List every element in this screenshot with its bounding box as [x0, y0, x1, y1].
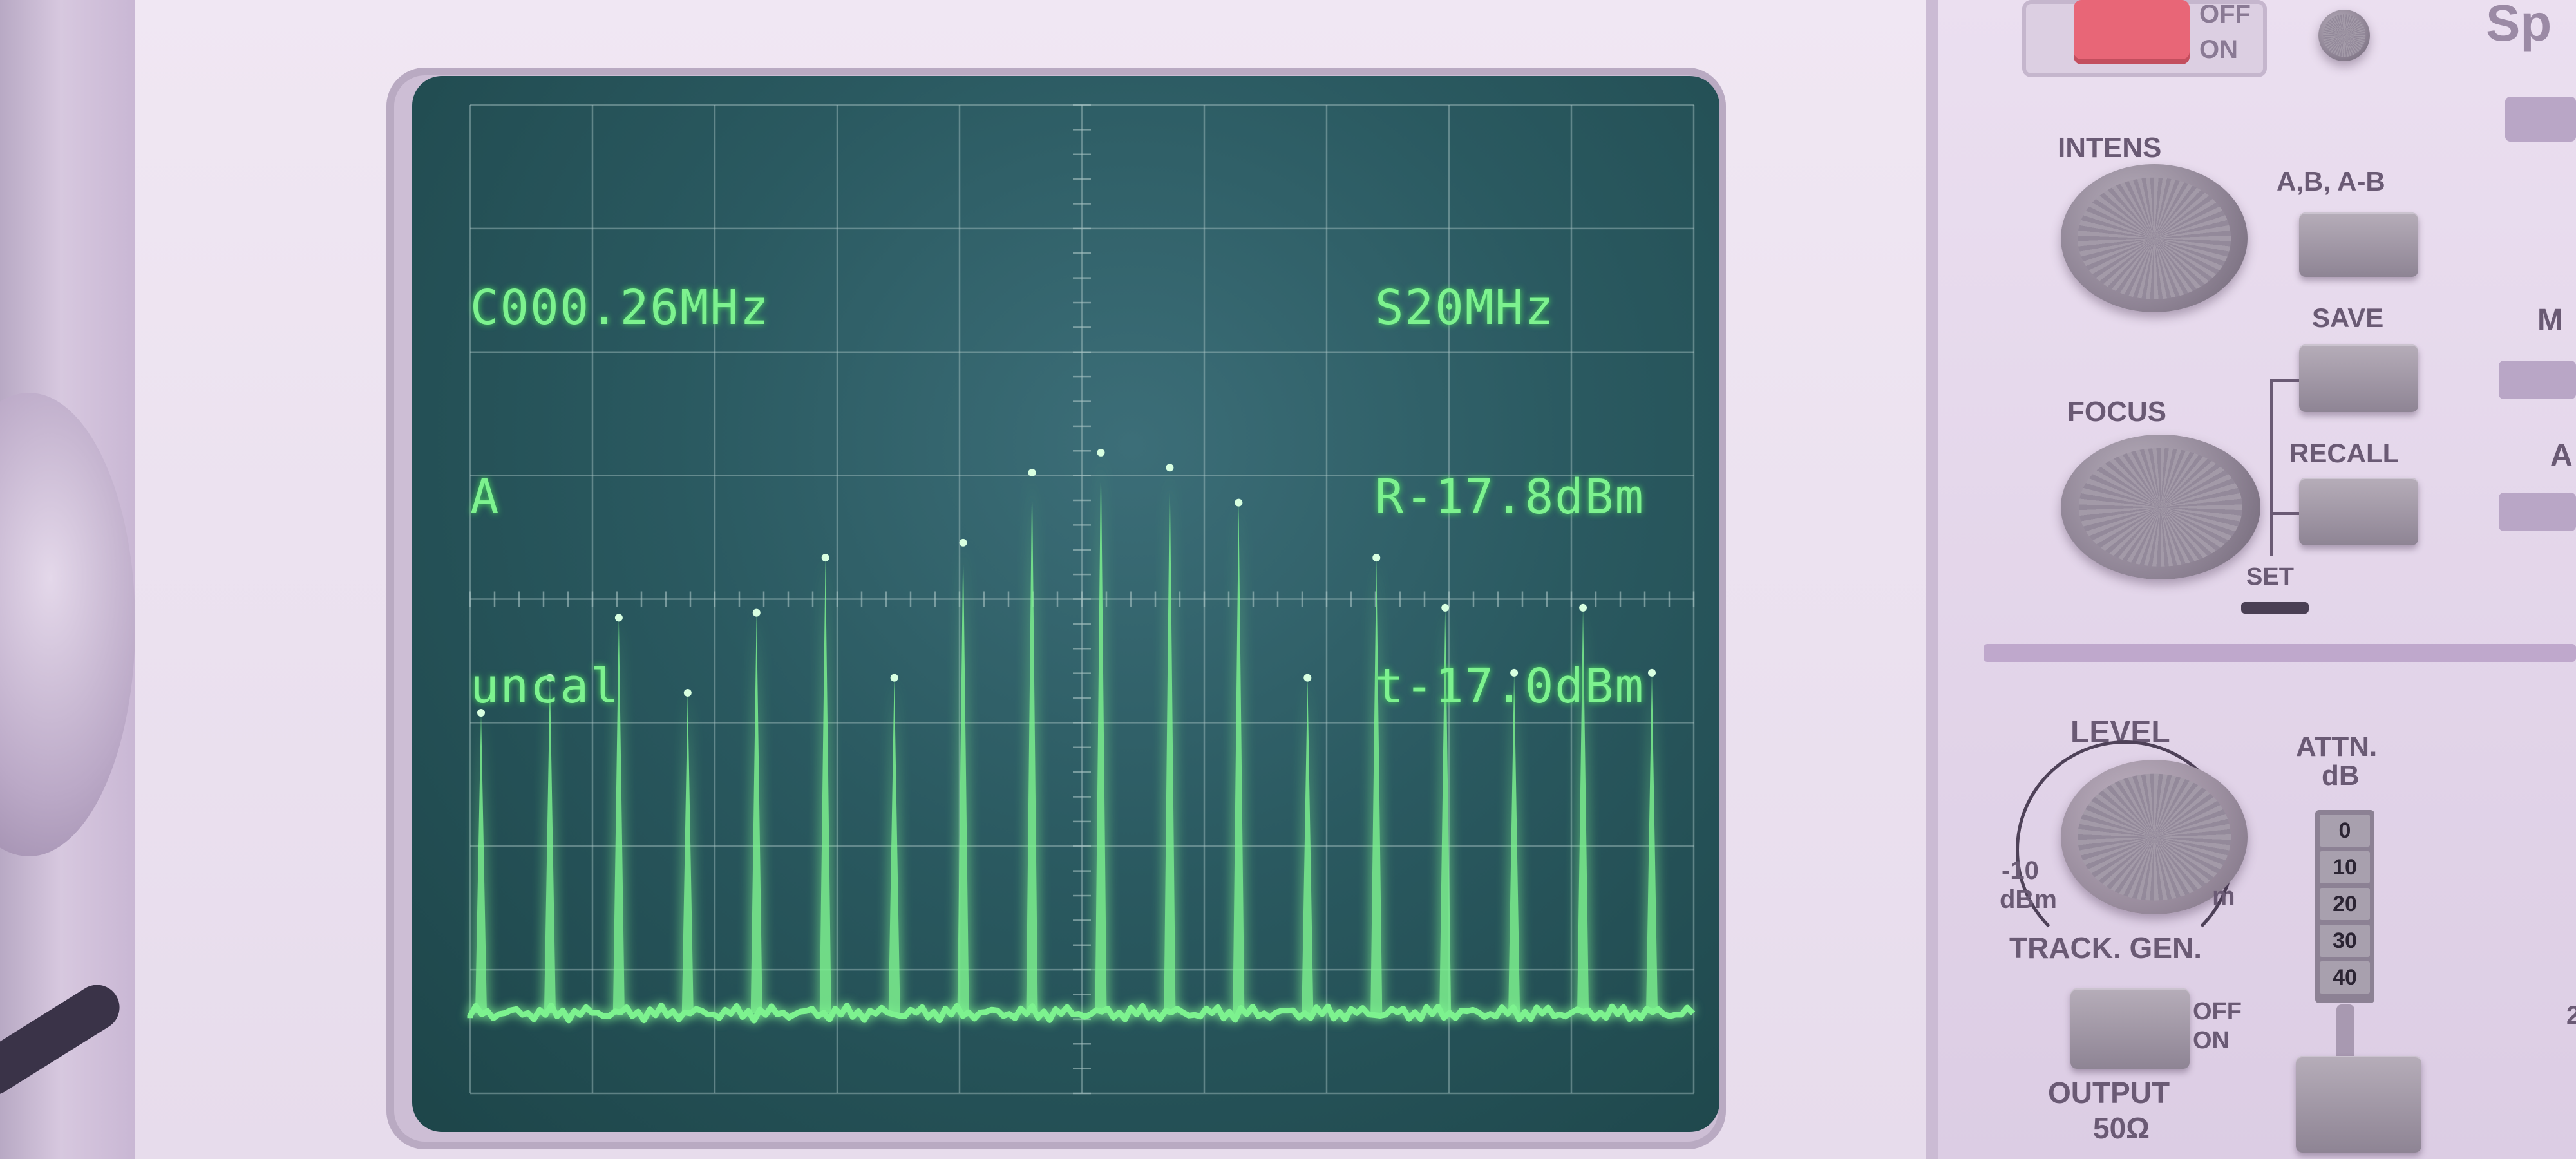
- spectral-line: [612, 617, 625, 1013]
- edge-indicator: [2505, 97, 2576, 142]
- spectral-line: [544, 677, 556, 1013]
- level-knob[interactable]: [2061, 760, 2248, 914]
- spectral-line: [957, 542, 969, 1013]
- peak-marker: [1372, 554, 1381, 562]
- track-gen-button[interactable]: [2070, 988, 2190, 1069]
- edge-label-a: A: [2550, 438, 2573, 473]
- edge-label-2: 2: [2566, 1001, 2576, 1030]
- attn-0[interactable]: 0: [2320, 815, 2370, 847]
- readout-left: C000.26MHz A uncal: [470, 150, 770, 844]
- spectral-line: [1646, 672, 1658, 1013]
- peak-marker: [752, 608, 761, 617]
- peak-marker: [683, 688, 692, 697]
- set-indicator: [2241, 602, 2309, 614]
- set-bracket-bottom: [2270, 512, 2299, 515]
- mode-label: A,B, A-B: [2277, 166, 2385, 196]
- spectral-line: [1508, 672, 1520, 1013]
- power-button[interactable]: [2074, 0, 2190, 64]
- spectral-line: [681, 692, 694, 1013]
- mode-button[interactable]: [2299, 212, 2418, 277]
- peak-marker: [1303, 674, 1312, 682]
- peak-marker: [477, 709, 485, 717]
- set-bracket-top: [2270, 379, 2299, 382]
- readout-right: S20MHz R-17.8dBm t-17.0dBm: [1375, 150, 1645, 844]
- peak-marker: [1648, 668, 1656, 677]
- spectrum-trace: [467, 448, 1696, 1024]
- attn-20[interactable]: 20: [2320, 888, 2370, 920]
- edge-label-top: Sp: [2486, 0, 2552, 52]
- save-label: SAVE: [2312, 303, 2384, 333]
- noise-floor: [467, 1003, 1696, 1024]
- save-button[interactable]: [2299, 344, 2418, 412]
- output-label: OUTPUT: [2048, 1076, 2170, 1109]
- attn-10[interactable]: 10: [2320, 851, 2370, 883]
- trace-mode: A: [470, 469, 500, 525]
- tg-off-label: OFF: [2193, 998, 2242, 1025]
- panel-divider: [1984, 644, 2576, 662]
- recall-button[interactable]: [2299, 478, 2418, 545]
- attn-30[interactable]: 30: [2320, 925, 2370, 957]
- spectral-line: [819, 558, 831, 1013]
- center-frequency: C000.26MHz: [470, 280, 770, 335]
- level-max-label: m: [2212, 882, 2235, 910]
- calibration-status: uncal: [470, 659, 620, 714]
- set-label: SET: [2246, 563, 2294, 590]
- power-off-label: OFF: [2199, 0, 2251, 28]
- peak-marker: [1235, 498, 1243, 507]
- level-unit-label: dBm: [2000, 885, 2057, 914]
- spectral-line: [1095, 452, 1107, 1013]
- spectral-line: [1164, 467, 1176, 1013]
- spectral-line: [475, 713, 487, 1013]
- track-gen-label: TRACK. GEN.: [2009, 931, 2202, 965]
- peak-marker: [821, 554, 829, 562]
- spectral-line: [1302, 677, 1314, 1013]
- tracking-level: t-17.0dBm: [1375, 659, 1645, 714]
- crt-screen: C000.26MHz A uncal S20MHz R-17.8dBm t-17…: [412, 76, 1719, 1132]
- set-bracket-side: [2270, 379, 2273, 556]
- spectrum-display: [467, 104, 1696, 1095]
- spectral-line: [1577, 607, 1589, 1013]
- level-min-label: -10: [2002, 856, 2039, 885]
- focus-knob[interactable]: [2061, 435, 2260, 580]
- peak-marker: [545, 674, 554, 682]
- spectral-line: [1026, 473, 1038, 1013]
- peak-marker: [1510, 668, 1519, 677]
- peak-marker: [890, 674, 898, 682]
- reference-level: R-17.8dBm: [1375, 469, 1645, 525]
- focus-label: FOCUS: [2067, 396, 2166, 428]
- peak-marker: [1579, 603, 1587, 612]
- peak-marker: [1441, 603, 1450, 612]
- attn-slider-button[interactable]: [2296, 1056, 2421, 1153]
- edge-slot-1: [2499, 361, 2576, 399]
- attn-40[interactable]: 40: [2320, 961, 2370, 994]
- spectral-line: [1439, 607, 1452, 1013]
- edge-slot-2: [2499, 493, 2576, 531]
- attn-unit-label: dB: [2322, 760, 2360, 791]
- intens-knob[interactable]: [2061, 164, 2248, 312]
- spectral-line: [1370, 558, 1383, 1013]
- small-adjust-knob[interactable]: [2318, 10, 2370, 61]
- span: S20MHz: [1375, 280, 1555, 335]
- peak-marker: [1028, 469, 1036, 477]
- peak-marker: [1166, 464, 1174, 472]
- intens-label: INTENS: [2058, 132, 2162, 164]
- spectral-line: [750, 612, 762, 1013]
- peak-marker: [1097, 448, 1105, 457]
- attn-slider-rail: [2336, 1004, 2354, 1062]
- power-on-label: ON: [2199, 35, 2238, 64]
- output-impedance-label: 50Ω: [2093, 1111, 2150, 1145]
- spectral-line: [888, 677, 900, 1013]
- tg-on-label: ON: [2193, 1027, 2230, 1054]
- recall-label: RECALL: [2289, 438, 2400, 468]
- spectral-line: [1233, 502, 1245, 1013]
- edge-label-m: M: [2537, 303, 2563, 337]
- peak-marker: [959, 538, 967, 547]
- control-panel: [1938, 0, 2576, 1159]
- graticule: [469, 104, 1695, 1095]
- peak-marker: [614, 614, 623, 622]
- attn-label: ATTN.: [2296, 731, 2378, 762]
